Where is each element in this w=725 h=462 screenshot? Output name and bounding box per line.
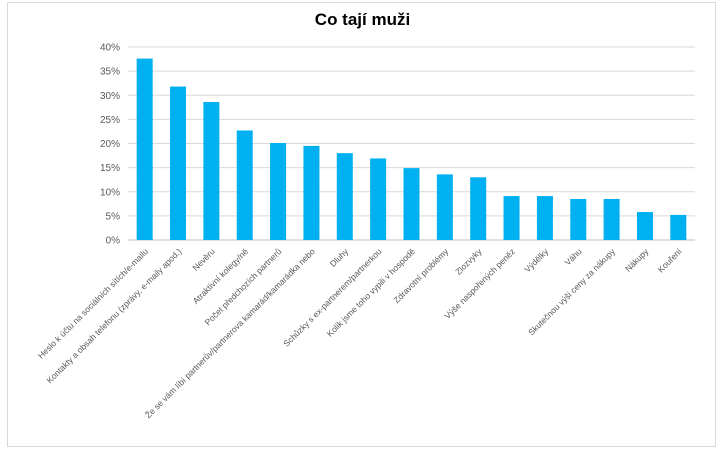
bar [236, 130, 253, 240]
bar [670, 214, 687, 240]
x-category-label: Nákupy [623, 246, 651, 274]
bar [170, 86, 187, 240]
bar [370, 158, 387, 240]
x-category-label: Výdělky [522, 246, 551, 275]
y-tick-label: 15% [100, 163, 120, 174]
bar [136, 58, 153, 240]
y-tick-label: 5% [106, 211, 121, 222]
x-category-label: Zlozvyky [453, 246, 484, 277]
chart-title: Co tají muži [314, 10, 411, 29]
bar [403, 168, 420, 240]
bar [570, 198, 587, 240]
bar [603, 198, 620, 240]
bar [470, 177, 487, 240]
x-category-label: Kouření [656, 246, 685, 275]
x-category-label: Dluhy [328, 246, 351, 269]
bar [536, 196, 553, 240]
bar [636, 212, 653, 240]
y-tick-label: 0% [106, 236, 121, 247]
bar [203, 102, 220, 240]
y-tick-label: 30% [100, 91, 120, 102]
bar [436, 174, 453, 240]
y-tick-label: 10% [100, 187, 120, 198]
bar [503, 196, 520, 240]
y-tick-label: 40% [100, 43, 120, 54]
y-tick-label: 35% [100, 67, 120, 78]
x-category-label: Nevěru [190, 246, 217, 273]
bar [303, 145, 320, 240]
bar [336, 153, 353, 240]
x-category-label: Kontakty a obsah telefonu (zprávy, e-mai… [45, 246, 184, 385]
chart-frame [7, 2, 716, 447]
x-category-label: Váhu [563, 246, 584, 267]
y-tick-label: 25% [100, 115, 120, 126]
bar [270, 143, 287, 240]
x-category-label: Výše naspořených peněz [442, 246, 517, 321]
y-tick-label: 20% [100, 139, 120, 150]
